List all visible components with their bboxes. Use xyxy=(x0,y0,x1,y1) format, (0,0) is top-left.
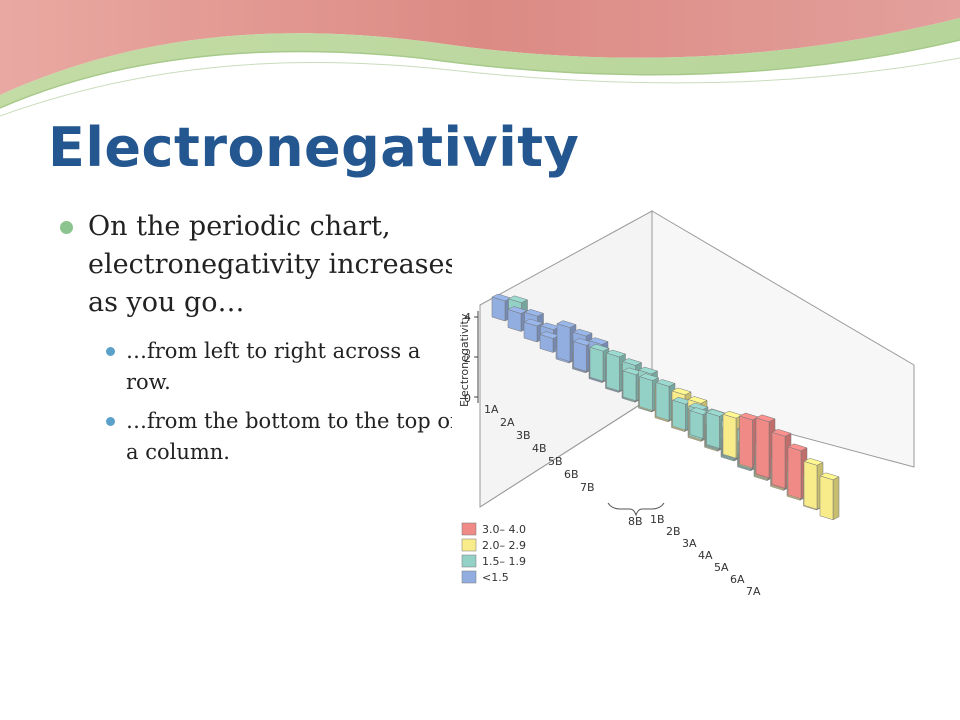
bullet-main-text: On the periodic chart, electronegativity… xyxy=(88,211,459,318)
legend-label: 3.0– 4.0 xyxy=(482,523,526,536)
bullet-main: On the periodic chart, electronegativity… xyxy=(60,208,460,322)
header-wave-decoration xyxy=(0,0,960,130)
group-label: 6A xyxy=(730,573,745,586)
sub-bullet-dot-icon xyxy=(106,417,115,426)
legend-label: <1.5 xyxy=(482,571,509,584)
legend-swatch xyxy=(461,570,477,584)
group-label: 5A xyxy=(714,561,729,574)
group-label: 2A xyxy=(500,416,515,429)
group-label: 1A xyxy=(484,403,499,416)
group-label-8b: 8B xyxy=(628,515,643,528)
element-bar xyxy=(819,472,840,521)
element-bar xyxy=(589,343,610,382)
legend-swatch xyxy=(461,554,477,568)
y-tick-label: 0 xyxy=(464,392,471,405)
group-label: 2B xyxy=(666,525,681,538)
legend-label: 2.0– 2.9 xyxy=(482,539,526,552)
y-tick-label: 4 xyxy=(464,311,471,324)
sub-bullet-left-to-right: …from left to right across a row. xyxy=(106,336,460,398)
bullet-dot-icon xyxy=(60,221,73,234)
sub-bullet-bottom-to-top: …from the bottom to the top of a column. xyxy=(106,406,460,468)
legend: 3.0– 4.0 2.0– 2.9 1.5– 1.9 <1.5 xyxy=(461,522,526,584)
group-label: 5B xyxy=(548,455,563,468)
element-bar xyxy=(803,458,824,510)
sub-bullet-dot-icon xyxy=(106,347,115,356)
sub-bullet-text: …from left to right across a row. xyxy=(126,339,421,394)
legend-swatch xyxy=(461,538,477,552)
group-label: 7B xyxy=(580,481,595,494)
group-label: 3B xyxy=(516,429,531,442)
electronegativity-3d-periodic-figure: 0 2 4 Electronegativity 1A 2A 3B 4B 5B 6B 7B 1… xyxy=(452,207,928,607)
floor-edge xyxy=(479,396,653,508)
back-wall-right xyxy=(651,210,915,468)
legend-swatch xyxy=(461,522,477,536)
group-label: 3A xyxy=(682,537,697,550)
group-label: 7A xyxy=(746,585,761,598)
group-label: 1B xyxy=(650,513,665,526)
group-label: 4A xyxy=(698,549,713,562)
group-label: 6B xyxy=(564,468,579,481)
bullet-list: On the periodic chart, electronegativity… xyxy=(60,208,460,468)
group-8b-brace xyxy=(607,502,665,517)
element-bars xyxy=(491,293,840,521)
y-tick-label: 2 xyxy=(464,352,471,365)
group-label: 4B xyxy=(532,442,547,455)
slide-title: Electronegativity xyxy=(48,116,580,179)
legend-label: 1.5– 1.9 xyxy=(482,555,526,568)
sub-bullet-text: …from the bottom to the top of a column. xyxy=(126,409,458,464)
y-axis-label: Electronegativity xyxy=(458,313,471,407)
